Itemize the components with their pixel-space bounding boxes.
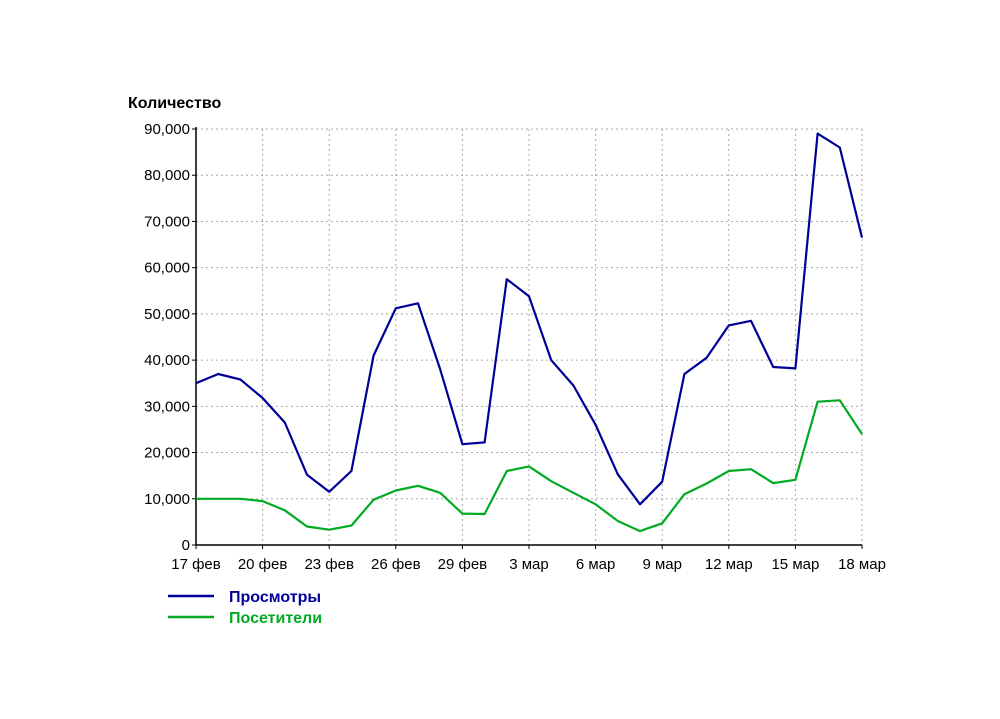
x-tick-label: 23 фев — [304, 556, 354, 573]
x-tick-label: 6 мар — [576, 556, 616, 573]
series-line-2 — [196, 399, 863, 533]
axes: 0 10,000 20,000 30,000 40,000 50,000 60,000 70,… — [128, 95, 886, 573]
y-tick-label: 30,000 — [144, 398, 190, 415]
series — [195, 132, 864, 533]
grid — [196, 128, 863, 545]
y-tick-label: 0 — [182, 537, 190, 554]
y-tick-label: 10,000 — [144, 491, 190, 508]
x-tick-label: 26 фев — [371, 556, 421, 573]
y-tick-label: 50,000 — [144, 306, 190, 323]
y-tick-label: 70,000 — [144, 213, 190, 230]
legend: Просмотры Посетители — [168, 589, 322, 627]
series-line-1 — [195, 132, 864, 506]
x-tick-label: 18 мар — [838, 556, 886, 573]
x-tick-label: 15 мар — [771, 556, 819, 573]
y-tick-label: 60,000 — [144, 260, 190, 277]
y-tick-label: 20,000 — [144, 445, 190, 462]
x-tick-label: 9 мар — [642, 556, 682, 573]
y-tick-label: 80,000 — [144, 167, 190, 184]
y-axis-title: Количество — [128, 95, 221, 112]
y-tick-label: 40,000 — [144, 352, 190, 369]
legend-label: Просмотры — [229, 589, 321, 606]
x-tick-label: 20 фев — [238, 556, 288, 573]
legend-label: Посетители — [229, 610, 322, 627]
x-tick-label: 12 мар — [705, 556, 753, 573]
x-tick-label: 29 фев — [438, 556, 488, 573]
x-tick-label: 3 мар — [509, 556, 549, 573]
y-tick-label: 90,000 — [144, 121, 190, 138]
x-tick-label: 17 фев — [171, 556, 221, 573]
